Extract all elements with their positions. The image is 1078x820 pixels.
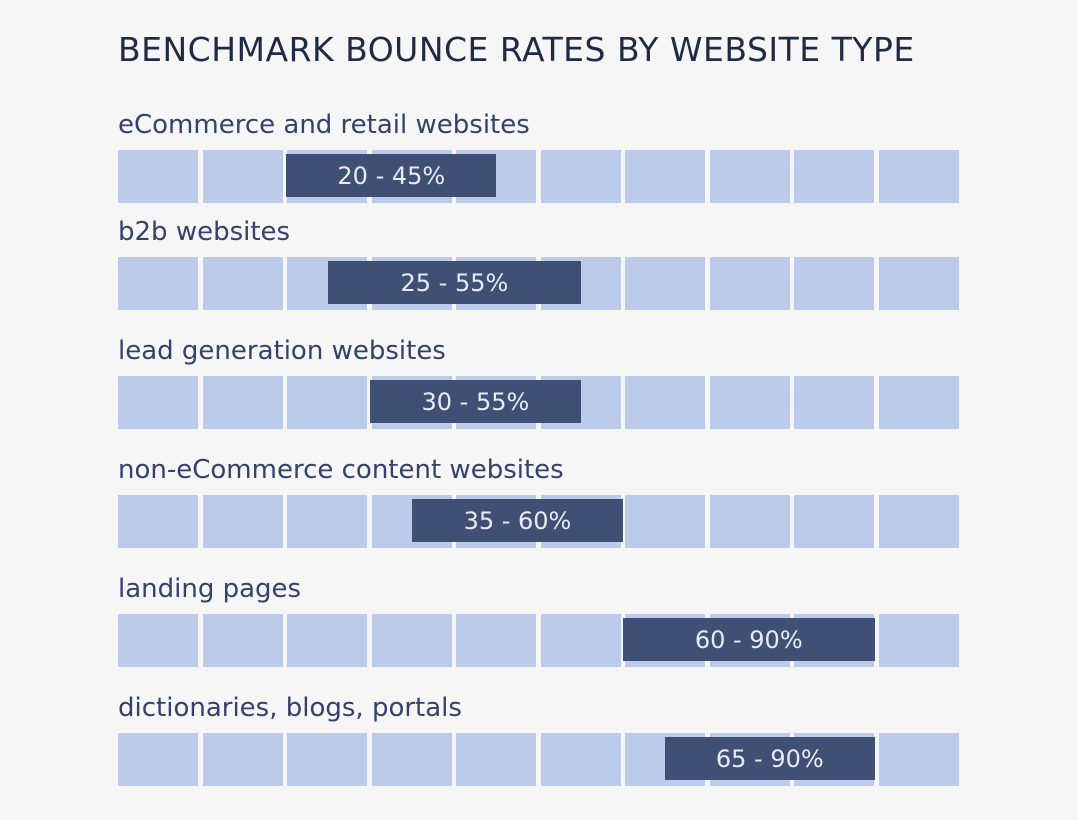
track-segment: [794, 150, 875, 203]
track-segment: [794, 257, 875, 310]
track-segment: [878, 495, 959, 548]
track-segment: [118, 150, 199, 203]
category-label: lead generation websites: [118, 336, 446, 366]
track-segment: [202, 733, 283, 786]
track-segment: [625, 257, 706, 310]
track-segment: [709, 495, 790, 548]
track-segment: [625, 376, 706, 429]
range-bar: 30 - 55%: [370, 380, 581, 423]
track-segment: [878, 376, 959, 429]
range-label: 20 - 45%: [337, 161, 446, 190]
track-segment: [878, 614, 959, 667]
track-segment: [456, 733, 537, 786]
category-label: dictionaries, blogs, portals: [118, 693, 462, 723]
track-segment: [625, 495, 706, 548]
range-bar: 65 - 90%: [664, 737, 875, 780]
track-segment: [540, 614, 621, 667]
track-segment: [118, 257, 199, 310]
track-segment: [202, 495, 283, 548]
track-segment: [878, 733, 959, 786]
track-segment: [287, 376, 368, 429]
chart-title: BENCHMARK BOUNCE RATES BY WEBSITE TYPE: [118, 30, 915, 69]
track-segment: [456, 614, 537, 667]
category-label: eCommerce and retail websites: [118, 110, 530, 140]
track-segment: [202, 150, 283, 203]
range-bar: 25 - 55%: [328, 261, 581, 304]
range-label: 25 - 55%: [400, 268, 509, 297]
track-segment: [118, 733, 199, 786]
track-segment: [287, 614, 368, 667]
track-segment: [709, 376, 790, 429]
track-segment: [287, 495, 368, 548]
range-bar: 60 - 90%: [622, 618, 875, 661]
range-label: 35 - 60%: [463, 506, 572, 535]
track-segment: [878, 150, 959, 203]
category-label: b2b websites: [118, 217, 291, 247]
track-segment: [878, 257, 959, 310]
track-segment: [794, 376, 875, 429]
track-segment: [287, 733, 368, 786]
track-segment: [118, 495, 199, 548]
track-segment: [709, 257, 790, 310]
track-segment: [118, 376, 199, 429]
range-label: 65 - 90%: [715, 744, 824, 773]
track-segment: [371, 733, 452, 786]
track-segment: [202, 257, 283, 310]
range-bar: 20 - 45%: [286, 154, 497, 197]
track-segment: [709, 150, 790, 203]
track-segment: [118, 614, 199, 667]
track-segment: [202, 376, 283, 429]
category-label: non-eCommerce content websites: [118, 455, 564, 485]
track-segment: [540, 150, 621, 203]
range-label: 60 - 90%: [694, 625, 803, 654]
track-segment: [540, 733, 621, 786]
range-bar: 35 - 60%: [412, 499, 623, 542]
track-segment: [371, 614, 452, 667]
track-segment: [202, 614, 283, 667]
track-segment: [625, 150, 706, 203]
category-label: landing pages: [118, 574, 302, 604]
track-segment: [794, 495, 875, 548]
range-label: 30 - 55%: [421, 387, 530, 416]
